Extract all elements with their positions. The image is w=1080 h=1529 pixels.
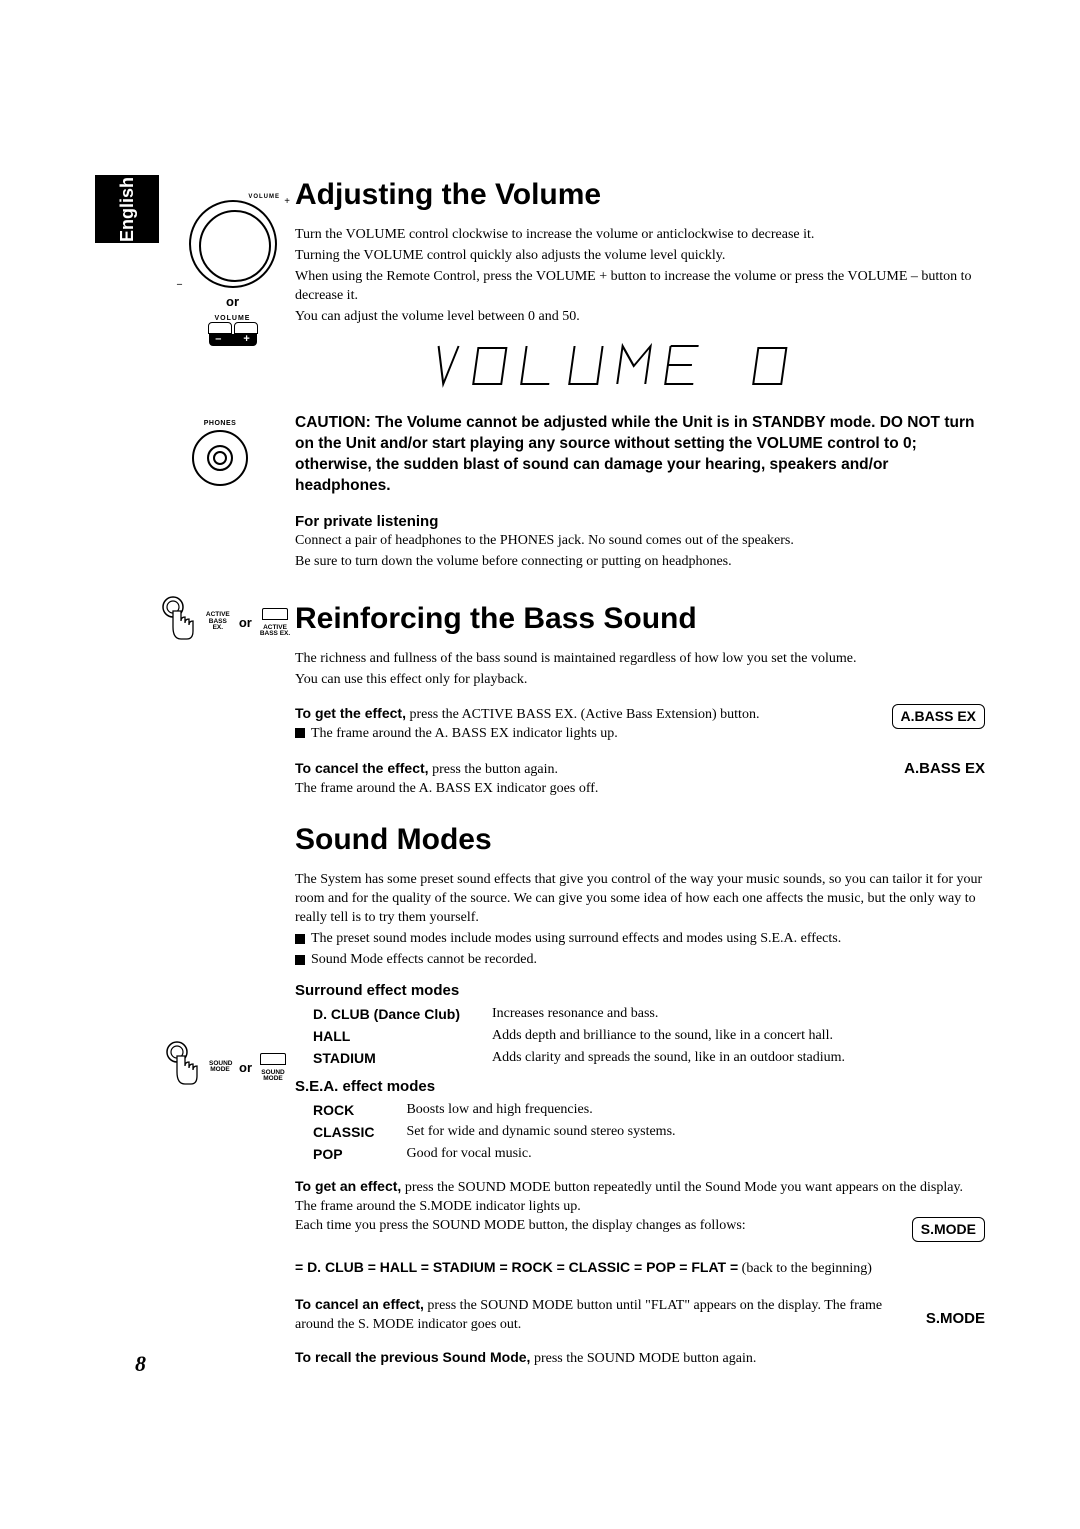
hand-press-icon <box>155 595 199 649</box>
label: To recall the previous Sound Mode, <box>295 1349 530 1365</box>
mode-desc: Set for wide and dynamic sound stereo sy… <box>406 1123 705 1143</box>
volume-body: Turn the VOLUME control clockwise to inc… <box>295 226 985 326</box>
mode-name: STADIUM <box>313 1049 490 1069</box>
p: The richness and fullness of the bass so… <box>295 650 985 669</box>
p: Turn the VOLUME control clockwise to inc… <box>295 226 985 245</box>
text: The frame around the A. BASS EX indicato… <box>311 726 618 741</box>
plus-icon: + <box>284 196 290 207</box>
text: press the button again. <box>429 762 558 777</box>
sound-mode-button-illustration: SOUNDMODE or SOUNDMODE <box>150 1040 295 1094</box>
text: press the SOUND MODE button again. <box>530 1351 756 1366</box>
table-row: CLASSICSet for wide and dynamic sound st… <box>313 1123 706 1143</box>
text: Each time you press the SOUND MODE butto… <box>295 1218 746 1233</box>
p: Be sure to turn down the volume before c… <box>295 553 985 572</box>
table-row: D. CLUB (Dance Club)Increases resonance … <box>313 1005 875 1025</box>
hand-press-icon <box>159 1040 203 1094</box>
sound-get: To get an effect, press the SOUND MODE b… <box>295 1177 985 1242</box>
seven-segment-icon <box>420 336 860 396</box>
mode-name: D. CLUB (Dance Club) <box>313 1005 490 1025</box>
bass-get: A.BASS EX To get the effect, press the A… <box>295 704 985 744</box>
label: To cancel an effect, <box>295 1296 424 1312</box>
mode-name: HALL <box>313 1027 490 1047</box>
mode-desc: Adds clarity and spreads the sound, like… <box>492 1049 875 1069</box>
subhead-sea: S.E.A. effect modes <box>295 1078 985 1095</box>
subhead-surround: Surround effect modes <box>295 982 985 999</box>
mode-name: CLASSIC <box>313 1123 404 1143</box>
or-label: or <box>239 1060 252 1075</box>
language-tab: English <box>95 175 159 243</box>
p: When using the Remote Control, press the… <box>295 268 985 306</box>
label: To get an effect, <box>295 1178 401 1194</box>
subhead-private: For private listening <box>295 513 985 530</box>
mode-desc: Adds depth and brilliance to the sound, … <box>492 1027 875 1047</box>
label: SOUNDMODE <box>260 1070 286 1083</box>
mode-name: ROCK <box>313 1101 404 1121</box>
p: You can use this effect only for playbac… <box>295 671 985 690</box>
badge-abass-on: A.BASS EX <box>892 704 985 729</box>
table-row: ROCKBoosts low and high frequencies. <box>313 1101 706 1121</box>
remote-button-icon <box>260 1053 286 1065</box>
language-label: English <box>117 176 138 241</box>
cycle: = D. CLUB = HALL = STADIUM = ROCK = CLAS… <box>295 1259 738 1275</box>
minus-icon: – <box>177 279 182 290</box>
bass-cancel: A.BASS EX To cancel the effect, press th… <box>295 759 985 799</box>
volume-label: VOLUME <box>165 315 300 322</box>
cycle-suffix: (back to the beginning) <box>738 1261 872 1276</box>
p: The System has some preset sound effects… <box>295 871 985 928</box>
text: The frame around the A. BASS EX indicato… <box>295 781 598 796</box>
sea-modes-table: ROCKBoosts low and high frequencies. CLA… <box>311 1099 708 1167</box>
p: The preset sound modes include modes usi… <box>295 930 985 949</box>
sound-cycle: = D. CLUB = HALL = STADIUM = ROCK = CLAS… <box>295 1258 985 1279</box>
table-row: HALLAdds depth and brilliance to the sou… <box>313 1027 875 1047</box>
mode-name: POP <box>313 1145 404 1165</box>
badge-smode-on: S.MODE <box>912 1217 985 1242</box>
label: To get the effect, <box>295 705 406 721</box>
label: To cancel the effect, <box>295 760 429 776</box>
table-row: POPGood for vocal music. <box>313 1145 706 1165</box>
remote-button-icon <box>262 608 288 620</box>
badge-abass-off: A.BASS EX <box>904 759 985 779</box>
mode-desc: Good for vocal music. <box>406 1145 705 1165</box>
bass-intro: The richness and fullness of the bass so… <box>295 650 985 690</box>
heading-volume: Adjusting the Volume <box>295 178 985 212</box>
heading-sound-modes: Sound Modes <box>295 823 985 857</box>
or-label: or <box>165 294 300 309</box>
bullet-icon <box>295 728 305 738</box>
bass-button-illustration: ACTIVEBASS EX. or ACTIVEBASS EX. <box>150 595 295 649</box>
private-body: Connect a pair of headphones to the PHON… <box>295 532 985 572</box>
p: Sound Mode effects cannot be recorded. <box>295 951 985 970</box>
bullet-icon <box>295 955 305 965</box>
phones-label: PHONES <box>175 420 265 427</box>
sound-intro: The System has some preset sound effects… <box>295 871 985 969</box>
plus-label: + <box>243 333 249 345</box>
p: Turning the VOLUME control quickly also … <box>295 247 985 266</box>
table-row: STADIUMAdds clarity and spreads the soun… <box>313 1049 875 1069</box>
p: Connect a pair of headphones to the PHON… <box>295 532 985 551</box>
minus-label: – <box>215 333 221 345</box>
volume-knob-illustration: VOLUME + – or VOLUME – + <box>165 194 300 358</box>
label: ACTIVEBASS EX. <box>260 625 290 638</box>
sound-cancel: S.MODE To cancel an effect, press the SO… <box>295 1295 985 1335</box>
label: ACTIVEBASS EX. <box>205 612 231 632</box>
label: SOUNDMODE <box>209 1061 231 1074</box>
bullet-icon <box>295 934 305 944</box>
mode-desc: Increases resonance and bass. <box>492 1005 875 1025</box>
or-label: or <box>239 615 252 630</box>
caution-text: CAUTION: The Volume cannot be adjusted w… <box>295 413 985 497</box>
phones-jack-illustration: PHONES <box>175 420 265 486</box>
badge-smode-off: S.MODE <box>926 1309 985 1329</box>
text: press the ACTIVE BASS EX. (Active Bass E… <box>406 707 759 722</box>
surround-modes-table: D. CLUB (Dance Club)Increases resonance … <box>311 1003 877 1071</box>
page-number: 8 <box>135 1351 146 1377</box>
volume-display <box>295 336 985 401</box>
heading-bass: Reinforcing the Bass Sound <box>295 602 985 636</box>
phones-jack-icon <box>192 430 248 486</box>
p: You can adjust the volume level between … <box>295 308 985 327</box>
mode-desc: Boosts low and high frequencies. <box>406 1101 705 1121</box>
main-content: Adjusting the Volume Turn the VOLUME con… <box>295 178 985 1369</box>
sound-recall: To recall the previous Sound Mode, press… <box>295 1348 985 1369</box>
